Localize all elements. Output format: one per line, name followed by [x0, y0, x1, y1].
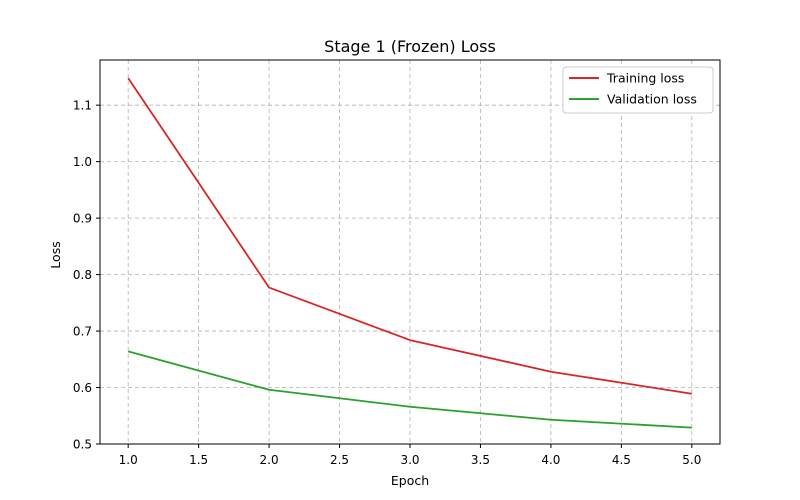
y-tick-label: 1.0	[73, 155, 92, 169]
y-axis-ticks: 0.5 0.6 0.7 0.8 0.9 1.0 1.1	[73, 99, 100, 452]
x-tick-label: 1.5	[189, 453, 208, 467]
y-tick-label: 0.7	[73, 325, 92, 339]
x-tick-label: 1.0	[119, 453, 138, 467]
series-lines	[127, 77, 692, 429]
legend-box	[562, 66, 714, 114]
y-tick-label: 0.8	[73, 268, 92, 282]
legend-label-validation: Validation loss	[607, 92, 697, 107]
y-axis-label: Loss	[48, 241, 63, 268]
x-axis-label: Epoch	[391, 473, 429, 488]
legend-label-training: Training loss	[606, 71, 684, 86]
x-tick-label: 4.5	[612, 453, 631, 467]
legend: Training loss Validation loss	[562, 66, 714, 114]
x-tick-label: 5.0	[682, 453, 701, 467]
y-tick-label: 1.1	[73, 99, 92, 113]
y-tick-label: 0.9	[73, 212, 92, 226]
x-tick-label: 3.5	[471, 453, 490, 467]
grid	[100, 60, 720, 445]
x-axis-ticks: 1.0 1.5 2.0 2.5 3.0 3.5 4.0 4.5 5.0	[119, 444, 701, 467]
x-tick-label: 2.5	[330, 453, 349, 467]
y-tick-label: 0.5	[73, 438, 92, 452]
chart-title: Stage 1 (Frozen) Loss	[324, 37, 496, 56]
x-tick-label: 4.0	[541, 453, 560, 467]
x-tick-label: 2.0	[260, 453, 279, 467]
x-tick-label: 3.0	[400, 453, 419, 467]
y-tick-label: 0.6	[73, 381, 92, 395]
